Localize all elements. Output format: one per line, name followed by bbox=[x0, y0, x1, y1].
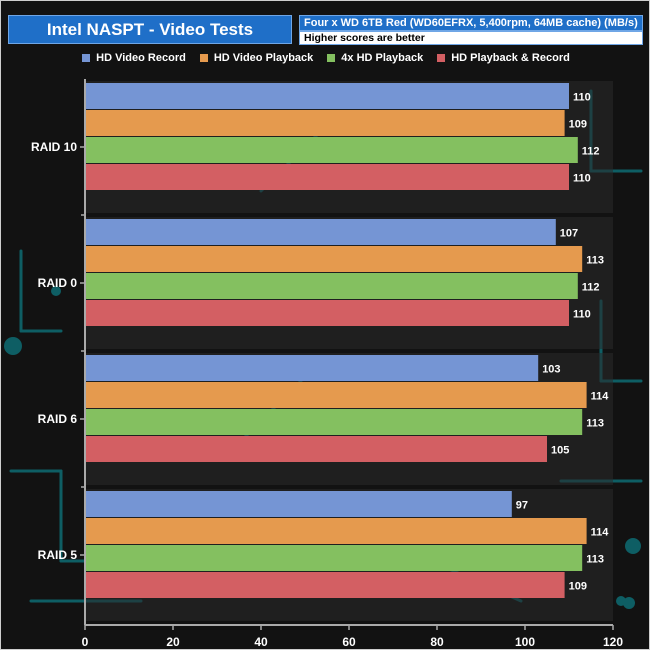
bar bbox=[86, 300, 569, 326]
circuit-node bbox=[4, 337, 22, 355]
bar bbox=[86, 572, 565, 598]
legend-item-4x-hd-playback: 4x HD Playback bbox=[327, 51, 423, 65]
legend-swatch bbox=[199, 54, 208, 62]
bar bbox=[86, 545, 583, 571]
value-label: 114 bbox=[591, 527, 610, 539]
value-label: 113 bbox=[586, 418, 604, 430]
value-label: 110 bbox=[573, 173, 591, 185]
bar bbox=[86, 219, 556, 245]
legend-label: HD Video Record bbox=[96, 52, 186, 64]
x-tick-label: 0 bbox=[82, 635, 89, 649]
value-label: 107 bbox=[560, 228, 578, 240]
bar bbox=[86, 436, 547, 462]
value-label: 103 bbox=[542, 364, 560, 376]
legend: HD Video Record HD Video Playback 4x HD … bbox=[1, 51, 649, 65]
circuit-node bbox=[625, 538, 641, 554]
value-label: 114 bbox=[591, 391, 610, 403]
bar bbox=[86, 110, 565, 136]
value-label: 110 bbox=[573, 92, 591, 104]
legend-label: 4x HD Playback bbox=[341, 52, 424, 64]
legend-swatch bbox=[327, 54, 336, 62]
value-label: 109 bbox=[569, 119, 587, 131]
bar bbox=[86, 518, 587, 544]
value-label: 109 bbox=[569, 581, 587, 593]
bar bbox=[86, 409, 583, 435]
category-label: RAID 5 bbox=[38, 548, 78, 562]
bar bbox=[86, 355, 539, 381]
category-label: RAID 10 bbox=[31, 140, 77, 154]
circuit-node bbox=[623, 597, 635, 609]
value-label: 105 bbox=[551, 445, 569, 457]
legend-swatch bbox=[82, 54, 91, 62]
legend-label: HD Playback & Record bbox=[451, 52, 570, 64]
value-label: 113 bbox=[586, 255, 604, 267]
legend-item-hd-video-playback: HD Video Playback bbox=[199, 51, 314, 65]
category-label: RAID 0 bbox=[38, 276, 78, 290]
legend-swatch bbox=[437, 54, 446, 62]
plot-area: 0 20 40 60 80 100 120 RAID 10 110 109 112 110 RAID 0… bbox=[31, 79, 623, 649]
x-tick-label: 40 bbox=[254, 635, 268, 649]
value-label: 112 bbox=[582, 146, 600, 158]
legend-item-hd-video-record: HD Video Record bbox=[82, 51, 186, 65]
category-label: RAID 6 bbox=[38, 412, 78, 426]
x-tick-label: 120 bbox=[603, 635, 623, 649]
bar bbox=[86, 382, 587, 408]
bar bbox=[86, 491, 512, 517]
bar bbox=[86, 246, 583, 272]
chart-title: Intel NASPT - Video Tests bbox=[8, 15, 292, 44]
bar bbox=[86, 137, 578, 163]
value-label: 97 bbox=[516, 500, 528, 512]
x-tick-label: 100 bbox=[515, 635, 535, 649]
legend-item-hd-playback-record: HD Playback & Record bbox=[437, 51, 570, 65]
chart-subtitle: Four x WD 6TB Red (WD60EFRX, 5,400rpm, 6… bbox=[299, 15, 643, 31]
value-label: 112 bbox=[582, 282, 600, 294]
legend-label: HD Video Playback bbox=[213, 52, 314, 64]
x-tick-label: 80 bbox=[430, 635, 444, 649]
value-label: 110 bbox=[573, 309, 591, 321]
value-label: 113 bbox=[586, 554, 604, 566]
x-tick-label: 20 bbox=[166, 635, 180, 649]
x-tick-label: 60 bbox=[342, 635, 356, 649]
chart-note: Higher scores are better bbox=[299, 31, 643, 45]
bar bbox=[86, 83, 569, 109]
circuit-node bbox=[51, 286, 61, 296]
bar bbox=[86, 273, 578, 299]
bar bbox=[86, 164, 569, 190]
circuit-node bbox=[616, 596, 626, 606]
